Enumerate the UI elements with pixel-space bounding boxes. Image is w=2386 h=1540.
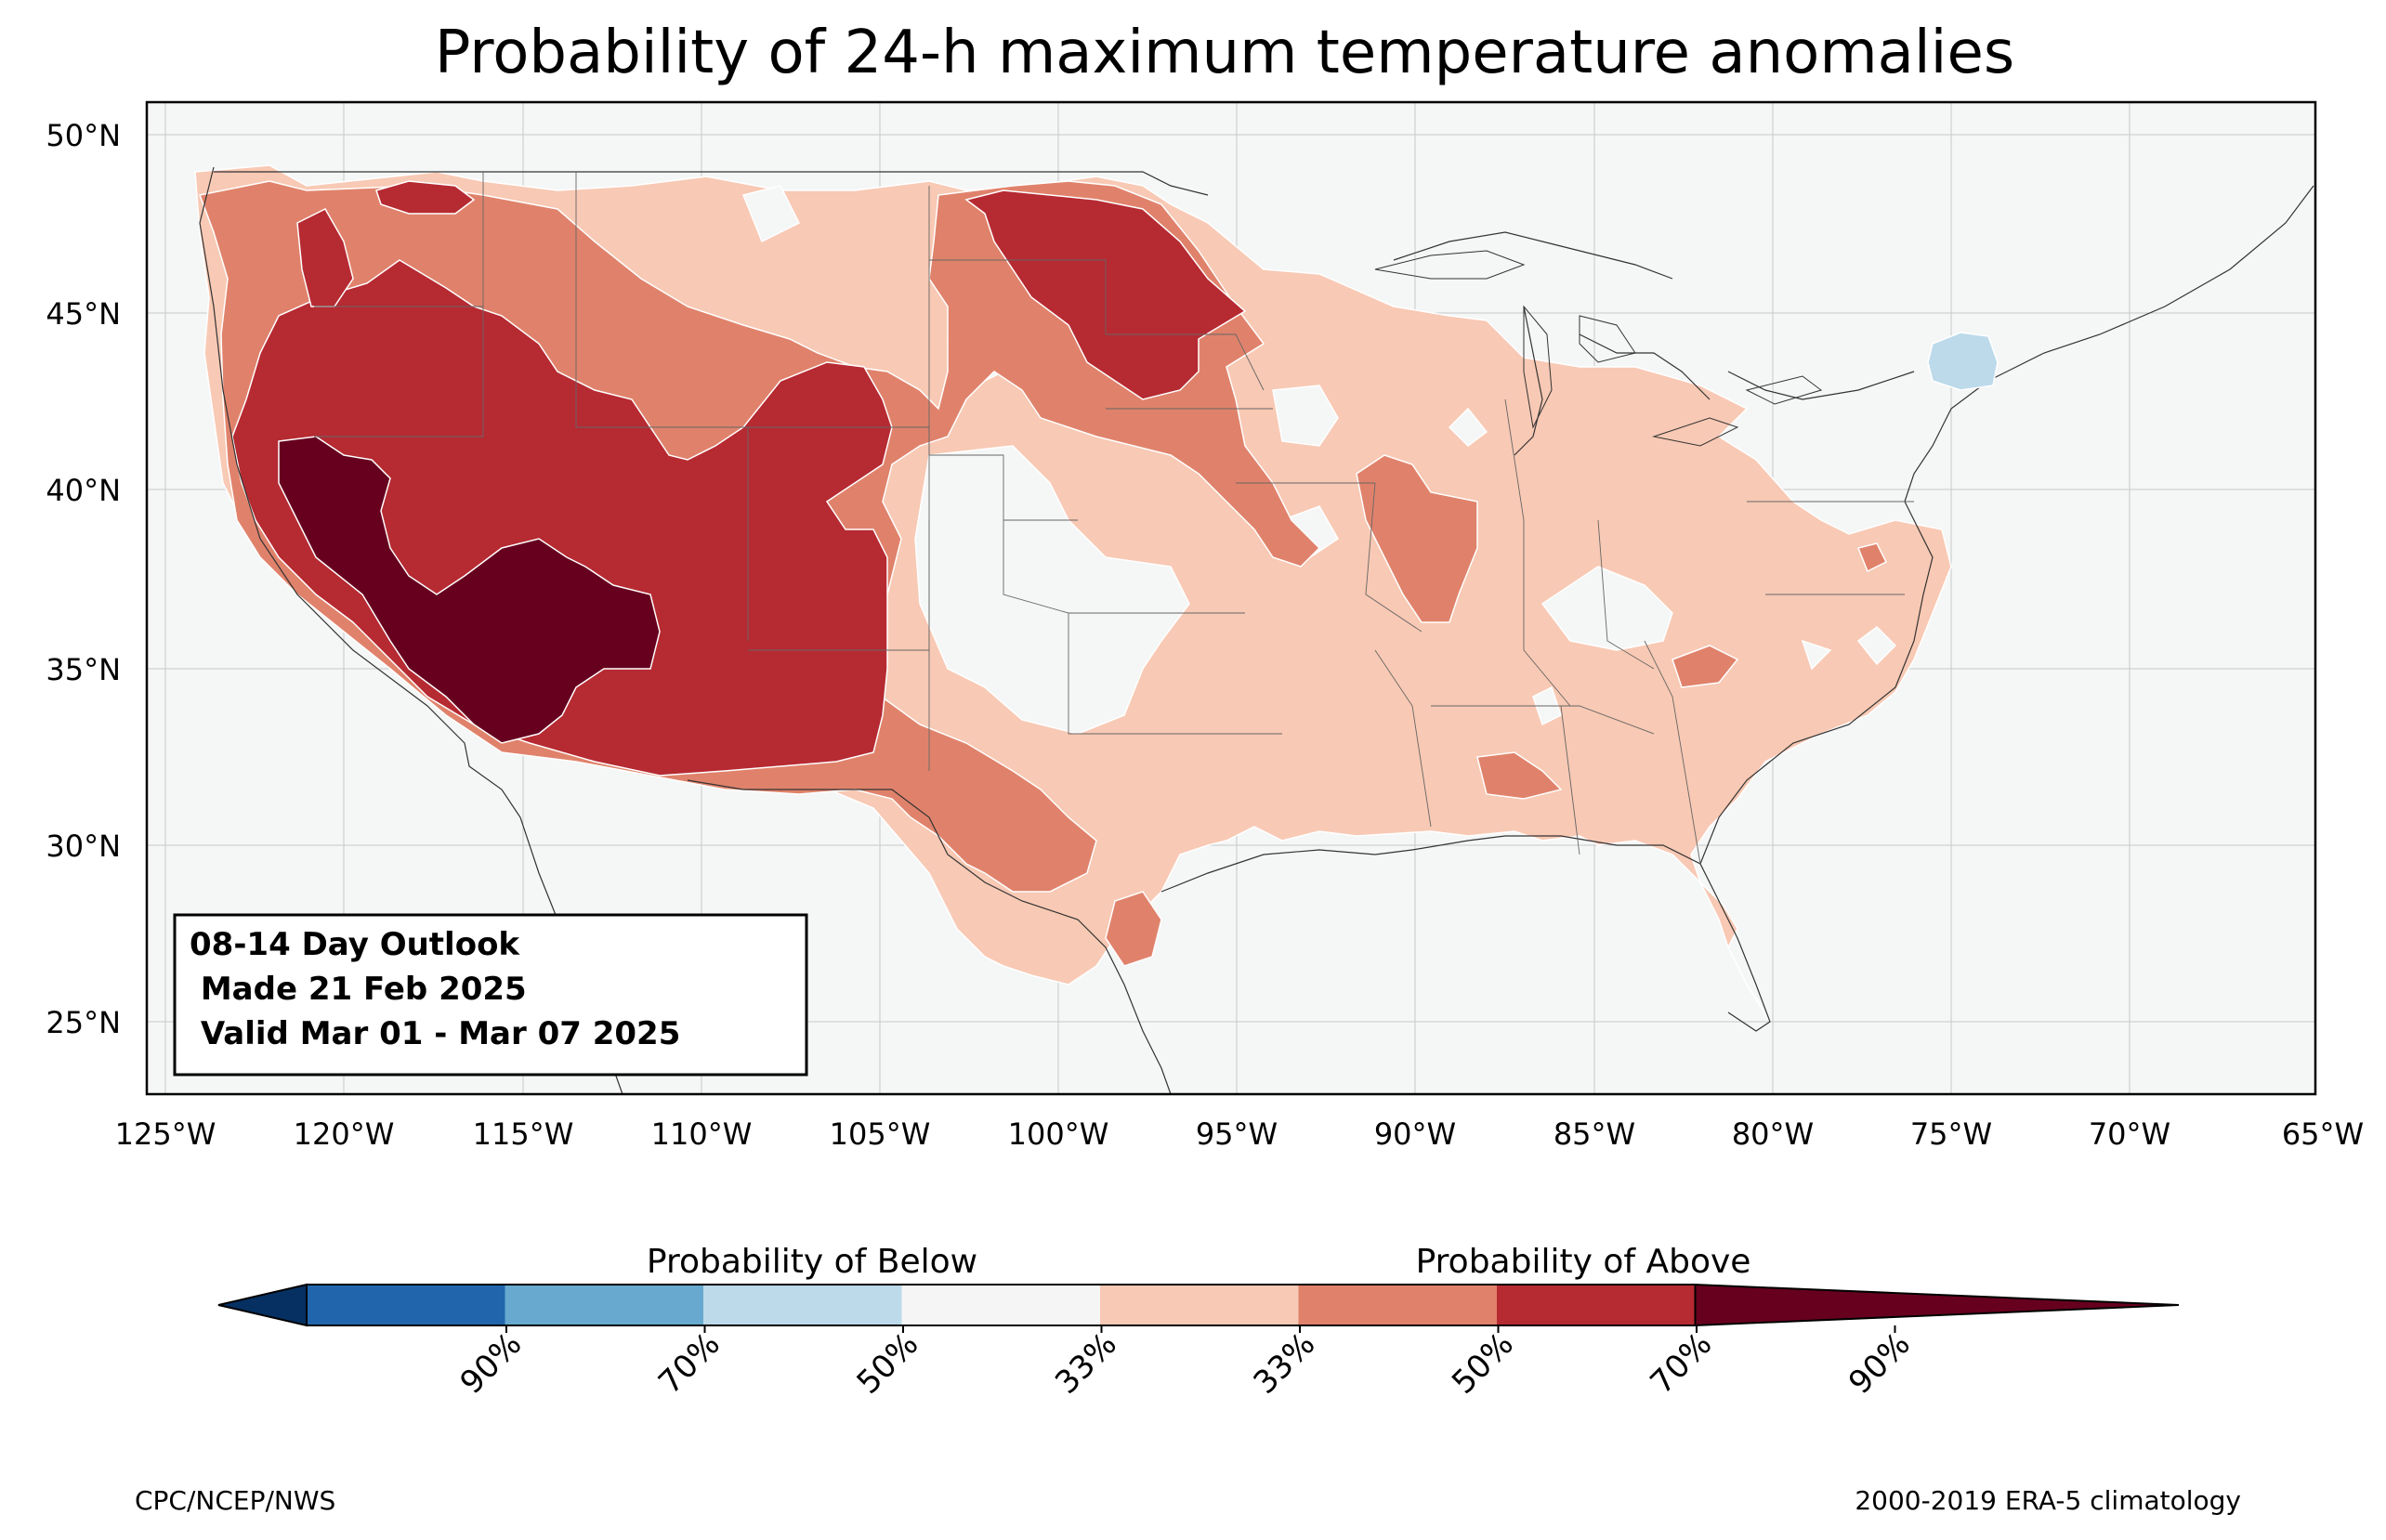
colorbar-above-label: Probability of Above [1416,1243,1751,1281]
colorbar-ticks: 90% 70% 50% 33% 33% 50% 70% 90% [453,1325,1918,1402]
footer-climatology: 2000-2019 ERA-5 climatology [1855,1485,2241,1516]
lon-tick-label: 105°W [830,1116,931,1152]
outlook-valid-range: Valid Mar 01 - Mar 07 2025 [190,1015,680,1052]
colorbar-swatch [901,1285,1101,1325]
colorbar-tick-label: 70% [1644,1325,1720,1402]
lon-tick-label: 115°W [473,1116,574,1152]
lon-tick-label: 120°W [294,1116,395,1152]
great-lakes [1374,250,1823,447]
colorbar: Probability of Below Probability of Abov… [217,1243,2180,1402]
above-70-90-nw-patch [375,180,476,215]
footer-source: CPC/NCEP/NWS [135,1485,335,1516]
lat-tick-label: 40°N [46,473,121,508]
above-70-90-wa-patch [296,208,354,307]
outlook-period: 08-14 Day Outlook [190,926,520,963]
colorbar-extend-high [1694,1283,2180,1327]
lon-tick-label: 85°W [1554,1116,1635,1152]
colorbar-tick-label: 50% [1445,1325,1521,1402]
lat-tick-label: 25°N [46,1005,121,1040]
map-frame [145,100,2317,1096]
neutral-pockets [741,185,1897,735]
colorbar-swatches [217,1283,2180,1327]
map-panel [145,100,2317,1096]
lon-tick-label: 100°W [1008,1116,1109,1152]
map-title: Probability of 24-h maximum temperature … [435,19,2014,87]
lon-tick-label: 90°W [1374,1116,1456,1152]
outlook-info-box: 08-14 Day Outlook Made 21 Feb 2025 Valid… [173,913,808,1077]
latitude-axis: 50°N 45°N 40°N 35°N 30°N 25°N [46,118,121,1040]
colorbar-tick-label: 50% [850,1325,926,1402]
lon-tick-label: 95°W [1196,1116,1278,1152]
colorbar-swatch [505,1285,704,1325]
lon-tick-label: 70°W [2089,1116,2170,1152]
lat-tick-label: 30°N [46,829,121,864]
state-borders [314,172,1914,865]
lon-tick-label: 125°W [115,1116,216,1152]
colorbar-tick-label: 33% [1048,1325,1124,1402]
outlook-made-date: Made 21 Feb 2025 [190,971,527,1008]
colorbar-swatch [1298,1285,1498,1325]
lon-tick-label: 75°W [1910,1116,1992,1152]
lat-tick-label: 50°N [46,118,121,153]
above-50-70-patches [1105,454,1888,967]
colorbar-below-label: Probability of Below [647,1243,977,1281]
colorbar-swatch [1100,1285,1299,1325]
lon-tick-label: 65°W [2282,1116,2364,1152]
colorbar-swatch [307,1285,505,1325]
lon-tick-label: 80°W [1732,1116,1814,1152]
lat-tick-label: 45°N [46,296,121,332]
colorbar-tick-label: 70% [651,1325,728,1402]
above-90-region [278,436,661,744]
colorbar-tick-label: 90% [453,1325,530,1402]
lon-tick-label: 110°W [651,1116,753,1152]
colorbar-tick-label: 90% [1842,1325,1918,1402]
lat-tick-label: 35°N [46,652,121,687]
colorbar-extend-low [217,1283,308,1327]
colorbar-tick-label: 33% [1247,1325,1323,1402]
colorbar-swatch [1497,1285,1696,1325]
below-33-50-patch [1927,332,1999,391]
colorbar-outline [306,1284,1697,1326]
longitude-axis: 125°W 120°W 115°W 110°W 105°W 100°W 95°W… [115,1116,2365,1152]
colorbar-swatch [703,1285,902,1325]
